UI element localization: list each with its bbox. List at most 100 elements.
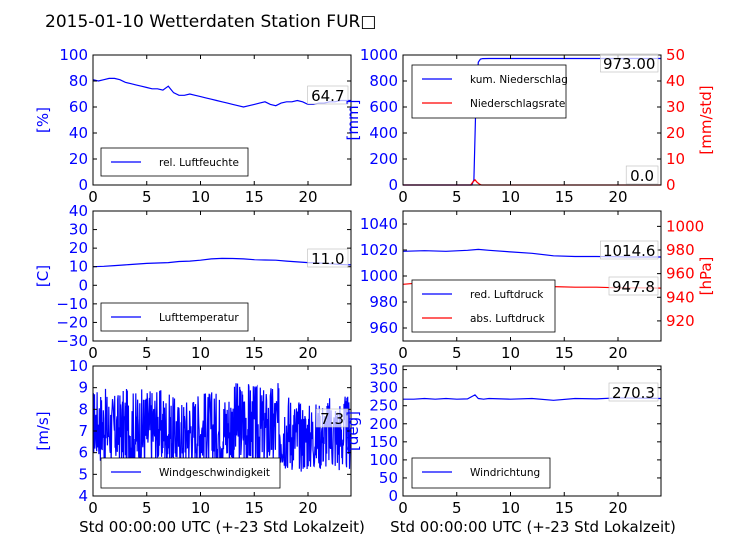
y-right-tick-label: 30 xyxy=(666,98,685,116)
y-tick-label: 0 xyxy=(78,276,88,294)
y-tick-label: 980 xyxy=(369,293,398,311)
plot-frame xyxy=(402,365,662,497)
y-tick-label: 1040 xyxy=(360,215,398,233)
y-tick-label: 400 xyxy=(369,124,398,142)
y-tick-label: 0 xyxy=(388,487,398,505)
x-tick-label: 5 xyxy=(142,499,152,517)
x-tick-label: 0 xyxy=(88,499,98,517)
y-axis-label: [%] xyxy=(34,107,52,133)
y-tick-label: 80 xyxy=(69,72,88,90)
y-tick-label: 40 xyxy=(69,124,88,142)
series-line-1 xyxy=(92,77,351,108)
y-tick-label: 60 xyxy=(69,98,88,116)
y-tick-label: 50 xyxy=(379,469,398,487)
series-line-2 xyxy=(403,178,661,186)
plot-frame xyxy=(402,54,662,186)
last-value-label-box xyxy=(600,240,659,260)
y-tick-label: 5 xyxy=(78,465,88,483)
y-tick-label: 200 xyxy=(369,150,398,168)
last-value-right-label-box xyxy=(608,276,659,296)
x-axis-label-left: Std 00:00:00 UTC (+-23 Std Lokalzeit) xyxy=(79,518,365,536)
x-tick-label: 0 xyxy=(398,499,408,517)
y-right-axis-label: [mm/std] xyxy=(697,85,715,154)
legend-label: rel. Luftfeuchte xyxy=(159,157,239,169)
x-tick-label: 20 xyxy=(608,188,627,206)
y-tick-label: 1020 xyxy=(360,241,398,259)
x-tick-label: 15 xyxy=(245,188,264,206)
y-axis-label: [deg] xyxy=(344,411,362,451)
y-right-tick-label: 980 xyxy=(666,241,695,259)
x-tick-label: 5 xyxy=(452,188,462,206)
x-tick-label: 10 xyxy=(191,344,210,362)
y-axis-label: [C] xyxy=(34,265,52,287)
x-tick-label: 5 xyxy=(142,344,152,362)
y-tick-label: 10 xyxy=(69,357,88,375)
x-tick-label: 20 xyxy=(298,344,317,362)
last-value-right-label-box xyxy=(625,165,659,185)
y-tick-label: 30 xyxy=(69,221,88,239)
last-value-label-box xyxy=(600,53,659,73)
y-right-tick-label: 50 xyxy=(666,46,685,64)
y-tick-label: 800 xyxy=(369,72,398,90)
plot-frame xyxy=(92,54,352,186)
y-tick-label: 1000 xyxy=(360,46,398,64)
legend-box xyxy=(411,279,556,333)
y-right-tick-label: 20 xyxy=(666,124,685,142)
y-tick-label: 0 xyxy=(388,176,398,194)
x-tick-label: 5 xyxy=(452,344,462,362)
y-tick-label: 8 xyxy=(78,400,88,418)
x-tick-label: 20 xyxy=(298,188,317,206)
y-tick-label: 960 xyxy=(369,319,398,337)
y-right-tick-label: 0 xyxy=(666,176,676,194)
legend-label: abs. Luftdruck xyxy=(470,313,546,325)
last-value-label: 973.00 xyxy=(603,55,656,73)
y-tick-label: 4 xyxy=(78,487,88,505)
y-tick-label: 100 xyxy=(369,451,398,469)
plot-frame xyxy=(92,210,352,342)
y-tick-label: 200 xyxy=(369,415,398,433)
chart-title: 2015-01-10 Wetterdaten Station FUR□ xyxy=(45,12,376,32)
y-tick-label: 10 xyxy=(69,258,88,276)
x-tick-label: 0 xyxy=(88,188,98,206)
x-tick-label: 5 xyxy=(452,499,462,517)
x-tick-label: 0 xyxy=(398,344,408,362)
x-tick-label: 15 xyxy=(555,344,574,362)
chart-panel-2: 0 5 10 15 2002004006008001000[mm]01020304050… xyxy=(344,46,715,206)
y-tick-label: 350 xyxy=(369,361,398,379)
last-value-label-box xyxy=(608,382,659,402)
y-tick-label: 9 xyxy=(78,379,88,397)
x-tick-label: 10 xyxy=(501,499,520,517)
x-tick-label: 20 xyxy=(608,344,627,362)
series-line-1 xyxy=(403,394,662,401)
y-tick-label: 150 xyxy=(369,433,398,451)
legend-box xyxy=(100,457,281,489)
y-tick-label: −10 xyxy=(56,295,88,313)
chart-panel-4: 0 5 10 15 20 960 980 1000 1020 1040 920 940 960 980 10… xyxy=(360,210,715,362)
chart-panel-6: 0 5 10 15 20050100150200250300350[deg]270.3W… xyxy=(344,361,662,517)
y-tick-label: 100 xyxy=(59,46,88,64)
chart-panel-3: 0 5 10 15 20−30−20−10010203040[C]11.0Lufttem… xyxy=(34,202,352,362)
y-right-tick-label: 940 xyxy=(666,288,695,306)
x-tick-label: 15 xyxy=(555,188,574,206)
x-tick-label: 15 xyxy=(245,499,264,517)
y-tick-label: 6 xyxy=(78,444,88,462)
y-axis-label: [mm] xyxy=(344,100,362,141)
legend-label: red. Luftdruck xyxy=(470,289,544,301)
x-tick-label: 15 xyxy=(245,344,264,362)
last-value-label-box xyxy=(307,248,349,268)
legend-box xyxy=(411,64,567,119)
y-right-tick-label: 960 xyxy=(666,265,695,283)
last-value-right-label: 947.8 xyxy=(612,278,655,296)
y-tick-label: 7 xyxy=(78,422,88,440)
y-right-tick-label: 10 xyxy=(666,150,685,168)
last-value-right-label: 0.0 xyxy=(630,167,654,185)
last-value-label: 270.3 xyxy=(612,384,655,402)
last-value-label: 11.0 xyxy=(311,250,344,268)
last-value-label: 7.3 xyxy=(320,410,344,428)
last-value-label: 1014.6 xyxy=(603,242,656,260)
legend-label: Niederschlagsrate xyxy=(470,98,565,110)
y-tick-label: 40 xyxy=(69,202,88,220)
chart-panel-1: 0 5 10 15 20 0 20 40 60 80 100 [%] 64.7 rel. Luftfeuc… xyxy=(34,46,352,206)
y-tick-label: −20 xyxy=(56,313,88,331)
x-tick-label: 0 xyxy=(88,344,98,362)
